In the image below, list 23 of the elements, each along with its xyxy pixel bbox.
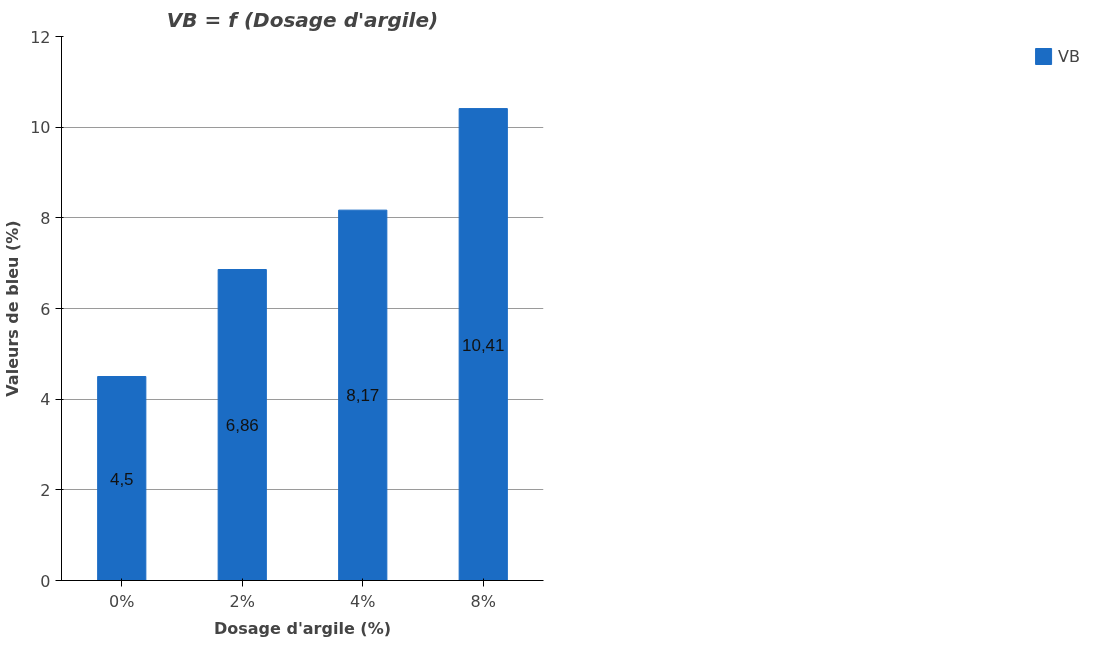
legend-label: VB [1058,46,1080,66]
data-label: 10,41 [461,335,505,355]
bar [217,269,267,581]
data-label: 8,17 [346,386,380,406]
y-tick-label: 0 [40,571,51,591]
x-tick-label: 0% [109,591,135,611]
y-tick-label: 12 [30,27,51,47]
x-tick-label: 4% [350,591,376,611]
bar [458,108,508,581]
y-tick-label: 10 [30,118,51,138]
y-tick-label: 4 [40,390,51,410]
x-tick-label: 8% [470,591,496,611]
y-tick-label: 8 [40,208,51,228]
y-tick-label: 6 [40,299,51,319]
chart-title: VB = f (Dosage d'argile) [166,7,439,32]
bar [97,376,147,581]
x-axis-title: Dosage d'argile (%) [214,618,392,638]
x-tick-label: 2% [229,591,255,611]
y-axis-title: Valeurs de bleu (%) [3,220,23,397]
y-tick-label: 2 [40,480,51,500]
bar [338,209,388,581]
data-label: 4,5 [109,469,134,489]
data-label: 6,86 [225,416,259,436]
